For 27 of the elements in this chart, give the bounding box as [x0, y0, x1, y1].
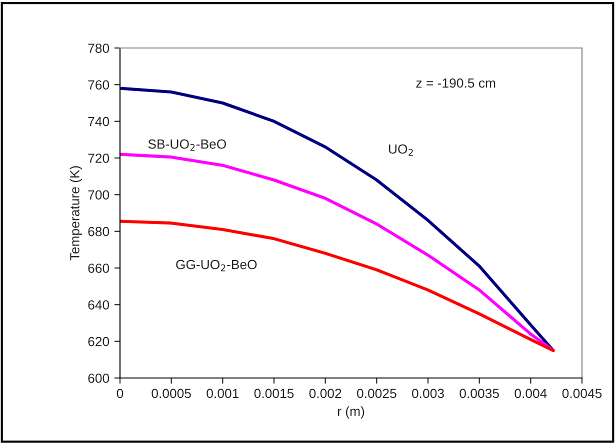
series-label: GG-UO$_{2}$-BeO	[176, 260, 257, 272]
y-tick-label: 760	[88, 80, 110, 90]
x-tick-label: 0.0035	[460, 388, 499, 398]
x-tick-label: 0.0025	[357, 388, 396, 398]
x-tick-label: 0.0005	[152, 388, 191, 398]
x-tick-label: 0	[116, 388, 124, 398]
y-tick-label: 700	[88, 190, 110, 200]
y-tick-label: 740	[88, 116, 110, 126]
x-tick-label: 0.003	[412, 388, 444, 398]
annotation: z = -190.5 cm	[416, 78, 496, 88]
text: UO$_{2}$	[388, 144, 413, 156]
x-tick-label: 0.002	[309, 388, 342, 398]
x-axis-title: r (m)	[338, 406, 364, 419]
y-tick-label: 640	[88, 300, 110, 310]
x-tick-label: 0.004	[514, 388, 547, 398]
x-tick-label: 0.0015	[254, 388, 294, 398]
line-series	[120, 220, 555, 352]
y-tick-label: 600	[88, 374, 110, 383]
x-tick-label: 0.0045	[562, 388, 602, 398]
series-label: SB-UO$_{2}$-BeO	[148, 139, 226, 151]
y-tick-label: 620	[88, 336, 110, 346]
x-tick-label: 0.001	[206, 388, 239, 398]
y-tick-label: 660	[88, 264, 110, 273]
y-tick-label: 780	[88, 44, 110, 53]
y-axis-title: Temperature (K)	[70, 166, 82, 260]
y-tick-label: 720	[88, 154, 110, 163]
y-tick-label: 680	[88, 226, 110, 236]
